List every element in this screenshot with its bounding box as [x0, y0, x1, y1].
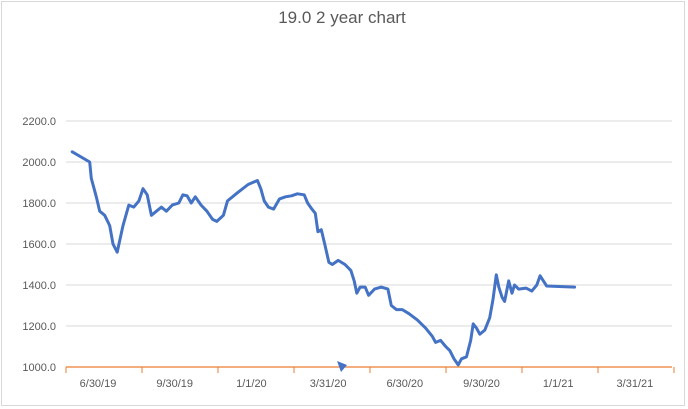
- y-tick-label: 1000.0: [22, 362, 56, 374]
- x-tick-label: 3/31/20: [310, 378, 347, 390]
- y-tick-label: 1600.0: [22, 239, 56, 251]
- x-tick-label: 6/30/19: [80, 378, 117, 390]
- y-axis-tick-labels: 1000.0 1200.0 1400.0 1600.0 1800.0 2000.0 2200…: [22, 116, 56, 374]
- y-tick-label: 1800.0: [22, 198, 56, 210]
- y-tick-label: 1400.0: [22, 280, 56, 292]
- axis-marker: [337, 361, 347, 372]
- x-tick-label: 6/30/20: [386, 378, 423, 390]
- y-tick-label: 2000.0: [22, 157, 56, 169]
- chart-title: 19.0 2 year chart: [278, 8, 406, 27]
- x-axis-tick-labels: 6/30/19 9/30/19 1/1/20 3/31/20 6/30/20 9/30/2…: [80, 378, 654, 390]
- x-tick-label: 1/1/21: [543, 378, 574, 390]
- plot-area: [70, 150, 577, 372]
- series-line: [70, 150, 577, 367]
- y-tick-label: 2200.0: [22, 116, 56, 128]
- y-tick-label: 1200.0: [22, 321, 56, 333]
- gridlines: [66, 120, 672, 327]
- x-tick-label: 3/31/21: [617, 378, 654, 390]
- x-axis: [65, 366, 675, 373]
- x-tick-label: 1/1/20: [236, 378, 267, 390]
- x-tick-label: 9/30/20: [463, 378, 500, 390]
- x-tick-label: 9/30/19: [156, 378, 193, 390]
